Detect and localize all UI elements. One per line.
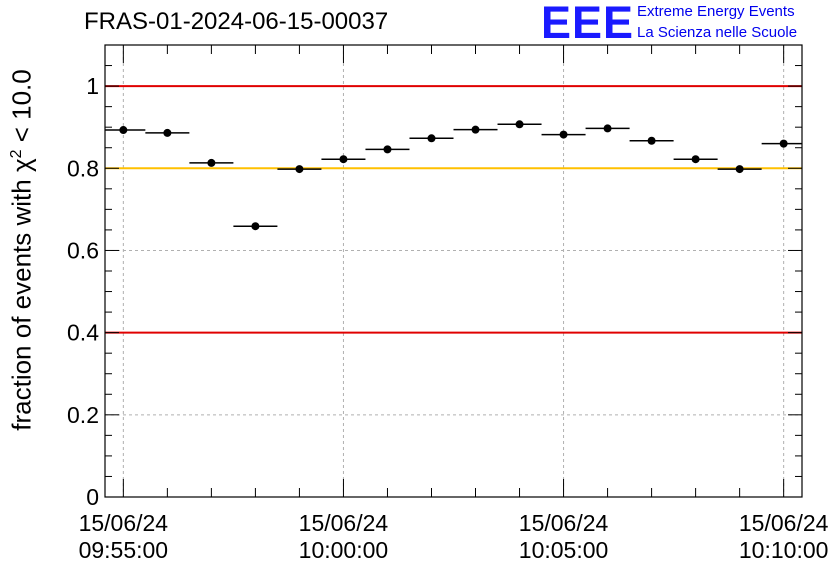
data-point [251, 222, 260, 231]
data-point [471, 125, 480, 134]
y-tick-label: 0.2 [67, 402, 99, 428]
y-tick-label: 0.6 [67, 237, 99, 263]
y-tick-label: 0.8 [67, 155, 99, 181]
eee-logo: EEE [541, 0, 635, 48]
y-tick-label: 1 [86, 73, 99, 99]
x-tick-time-label: 10:00:00 [299, 537, 389, 563]
data-point [339, 155, 348, 164]
data-point [163, 128, 172, 137]
data-point [603, 124, 612, 133]
x-tick-date-label: 15/06/24 [739, 510, 829, 536]
chart-title: FRAS-01-2024-06-15-00037 [84, 8, 389, 35]
plot-frame [104, 44, 803, 498]
x-tick-time-label: 10:05:00 [519, 537, 609, 563]
x-tick-time-label: 09:55:00 [79, 537, 169, 563]
y-tick-label: 0.4 [67, 320, 99, 346]
x-tick-date-label: 15/06/24 [79, 510, 169, 536]
data-point [207, 158, 216, 167]
data-point [427, 134, 436, 143]
data-point [559, 130, 568, 139]
data-point [735, 165, 744, 174]
data-point [295, 165, 304, 174]
data-point [119, 126, 128, 135]
logo-line-2: La Scienza nelle Scuole [637, 24, 798, 41]
data-point [383, 145, 392, 154]
x-tick-date-label: 15/06/24 [299, 510, 389, 536]
data-point [779, 139, 788, 148]
x-tick-date-label: 15/06/24 [519, 510, 609, 536]
data-point [691, 155, 700, 164]
data-point [647, 136, 656, 145]
y-tick-label: 0 [86, 484, 99, 510]
x-tick-time-label: 10:10:00 [739, 537, 829, 563]
data-point [515, 120, 524, 129]
logo-line-1: Extreme Energy Events [637, 3, 795, 20]
